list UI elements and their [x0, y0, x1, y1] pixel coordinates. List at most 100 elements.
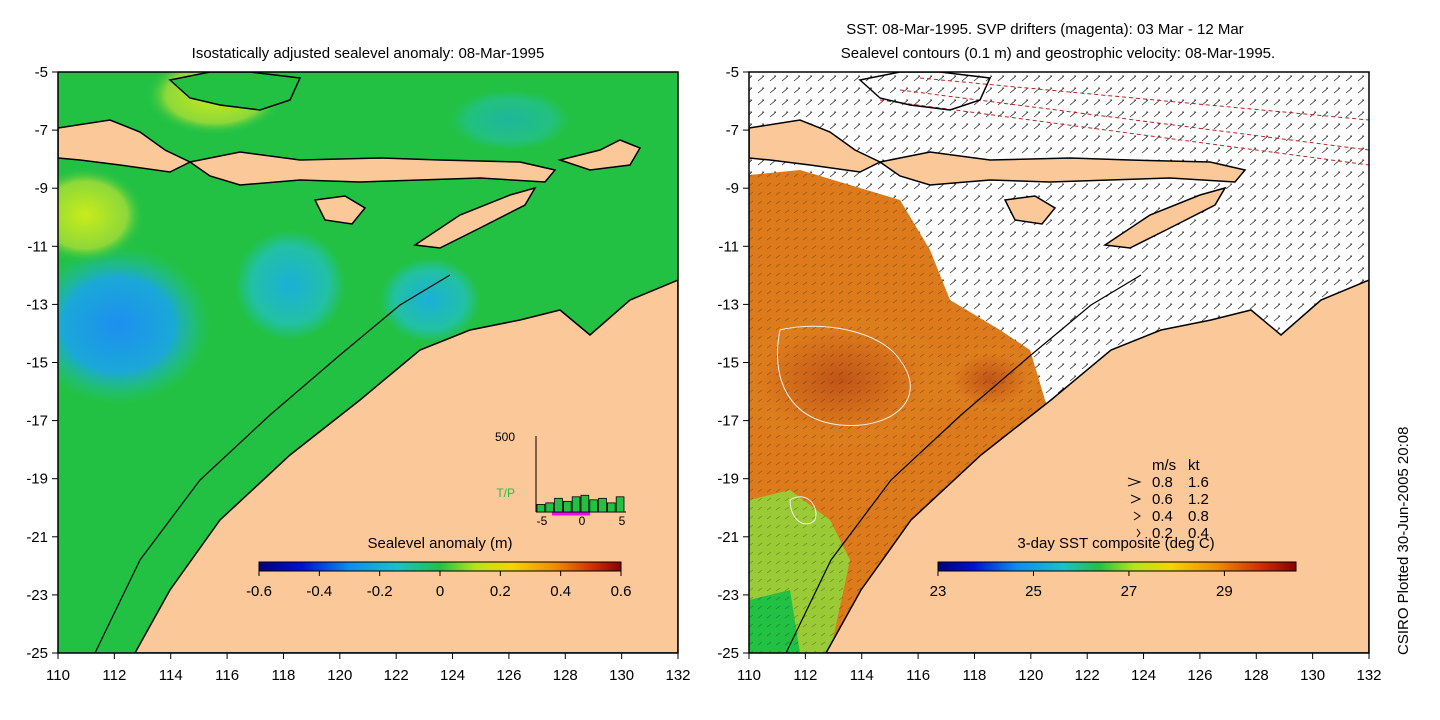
velocity-legend-kt: 0.4: [1188, 525, 1209, 542]
lon-tick-label: 130: [609, 667, 634, 684]
inset-series-label: T/P: [496, 486, 515, 500]
lat-tick-label: -21: [26, 529, 48, 546]
sst-colorbar-label: 3-day SST composite (deg C): [1017, 535, 1214, 552]
lat-tick-label: -7: [35, 122, 48, 139]
velocity-legend-ms: 0.2: [1152, 525, 1173, 542]
inset-x-tick: -5: [537, 514, 548, 528]
colorbar-tick-label: -0.4: [306, 583, 332, 600]
velocity-legend-ms: 0.8: [1152, 474, 1173, 491]
inset-histogram-bar: [607, 502, 616, 513]
velocity-arrow-icon: [1127, 477, 1142, 487]
velocity-legend-ms: 0.6: [1152, 491, 1173, 508]
right-panel-title-line2: Sealevel contours (0.1 m) and geostrophi…: [841, 45, 1275, 62]
inset-histogram-bar: [536, 503, 546, 513]
sealevel-contour: [789, 496, 817, 525]
lat-tick-label: -19: [717, 471, 739, 488]
island-chain: [878, 151, 1247, 186]
velocity-legend-rows: 0.8 1.60.6 1.20.4 0.80.2 0.4: [1127, 474, 1209, 542]
lon-tick-label: 122: [384, 667, 409, 684]
velocity-legend-header-ms: m/s: [1152, 457, 1176, 474]
lat-tick-label: -15: [26, 355, 48, 372]
lat-tick-label: -17: [717, 413, 739, 430]
lat-tick-label: -11: [718, 238, 739, 255]
lat-tick-label: -7: [726, 122, 739, 139]
lon-tick-label: 124: [440, 667, 465, 684]
lon-tick-label: 124: [1131, 667, 1156, 684]
lon-tick-label: 126: [1187, 667, 1212, 684]
velocity-arrow-icon: [1133, 511, 1141, 521]
sst-region-vectors: [749, 170, 1100, 653]
lon-tick-label: 130: [1300, 667, 1325, 684]
right-panel-title-line1: SST: 08-Mar-1995. SVP drifters (magenta)…: [846, 21, 1243, 38]
lon-tick-label: 116: [215, 667, 239, 684]
drifter-track: [919, 77, 1369, 121]
island-sumba: [1003, 195, 1057, 225]
lat-tick-label: -13: [717, 296, 739, 313]
australia-landmass: [134, 279, 678, 653]
lon-tick-label: 112: [793, 667, 817, 684]
sealevel-colorbar-label: Sealevel anomaly (m): [367, 535, 512, 552]
left-map-panel: Isostatically adjusted sealevel anomaly:…: [26, 45, 690, 684]
lat-tick-label: -9: [35, 180, 48, 197]
right-map-area: [749, 72, 1369, 653]
lat-tick-label: -23: [26, 587, 48, 604]
lon-tick-label: 118: [962, 667, 986, 684]
right-lon-axis: 110 112 114 116 118 120 122 124 126 128 130 132: [737, 653, 1382, 684]
island-sumba: [313, 195, 367, 225]
lat-tick-label: -25: [26, 645, 48, 662]
lon-tick-label: 110: [737, 667, 761, 684]
shelf-break-contour: [94, 274, 451, 653]
inset-histogram-bar: [589, 499, 598, 513]
lat-tick-label: -13: [26, 296, 48, 313]
colorbar-tick-label: -0.2: [367, 583, 393, 600]
velocity-legend-kt: 1.2: [1188, 491, 1209, 508]
colorbar-tick-label: 23: [930, 583, 947, 600]
tp-histogram-inset: 500 T/P -5 0 5: [495, 430, 626, 528]
island-java: [58, 119, 192, 173]
low-anomaly-east: [380, 258, 480, 342]
sealevel-contour: [777, 325, 911, 427]
colorbar-tick-label: 0.4: [550, 583, 571, 600]
inset-histogram-bar: [554, 497, 563, 513]
shelf-break-contour: [785, 274, 1142, 653]
sealevel-colorbar: Sealevel anomaly (m) -0.6 -0.4 -0.2 0 0.2 0.4…: [246, 535, 631, 600]
inset-x-tick: 5: [619, 514, 626, 528]
lon-tick-label: 116: [906, 667, 930, 684]
lon-tick-label: 114: [850, 667, 874, 684]
velocity-legend-ms: 0.4: [1152, 508, 1173, 525]
sst-colorbar-ramp: [937, 561, 1297, 572]
australia-landmass: [825, 279, 1369, 653]
velocity-legend: m/s kt 0.8 1.60.6 1.20.4 0.80.2 0.4: [1127, 457, 1209, 542]
inset-histogram-bar: [563, 500, 572, 513]
inset-histogram-bar: [580, 494, 590, 513]
velocity-arrow-icon: [1136, 528, 1141, 538]
velocity-arrow-icon: [1130, 494, 1142, 504]
right-lat-axis: -5 -7 -9 -11 -13 -15 -17 -19 -21 -23 -25: [717, 64, 749, 662]
anomaly-banda: [450, 90, 570, 150]
lat-tick-label: -15: [717, 355, 739, 372]
left-map-area: [58, 72, 678, 653]
inset-x-tick: 0: [579, 514, 586, 528]
sst-colorbar: 3-day SST composite (deg C) 23 25 27 29: [930, 535, 1297, 600]
island-timor: [412, 186, 537, 249]
lon-tick-label: 128: [1244, 667, 1269, 684]
lat-tick-label: -9: [726, 180, 739, 197]
island-north-outline: [858, 72, 992, 111]
colorbar-tick-label: 25: [1025, 583, 1042, 600]
lon-tick-label: 120: [1018, 667, 1043, 684]
high-anomaly-west: [58, 167, 145, 263]
inset-histogram-bar: [545, 502, 554, 513]
left-lat-axis: -5 -7 -9 -11 -13 -15 -17 -19 -21 -23 -25: [26, 64, 58, 662]
inset-histogram-bar: [571, 496, 581, 513]
lat-tick-label: -21: [717, 529, 739, 546]
sealevel-colorbar-ticks: -0.6 -0.4 -0.2 0 0.2 0.4 0.6: [246, 571, 631, 600]
right-map-panel: SST: 08-Mar-1995. SVP drifters (magenta)…: [717, 21, 1381, 684]
left-panel-title: Isostatically adjusted sealevel anomaly:…: [192, 45, 545, 62]
lon-tick-label: 126: [496, 667, 521, 684]
lon-tick-label: 132: [665, 667, 690, 684]
colorbar-tick-label: 0.2: [490, 583, 511, 600]
inset-ymax-label: 500: [495, 430, 515, 444]
lon-tick-label: 112: [102, 667, 126, 684]
lat-tick-label: -5: [35, 64, 48, 81]
